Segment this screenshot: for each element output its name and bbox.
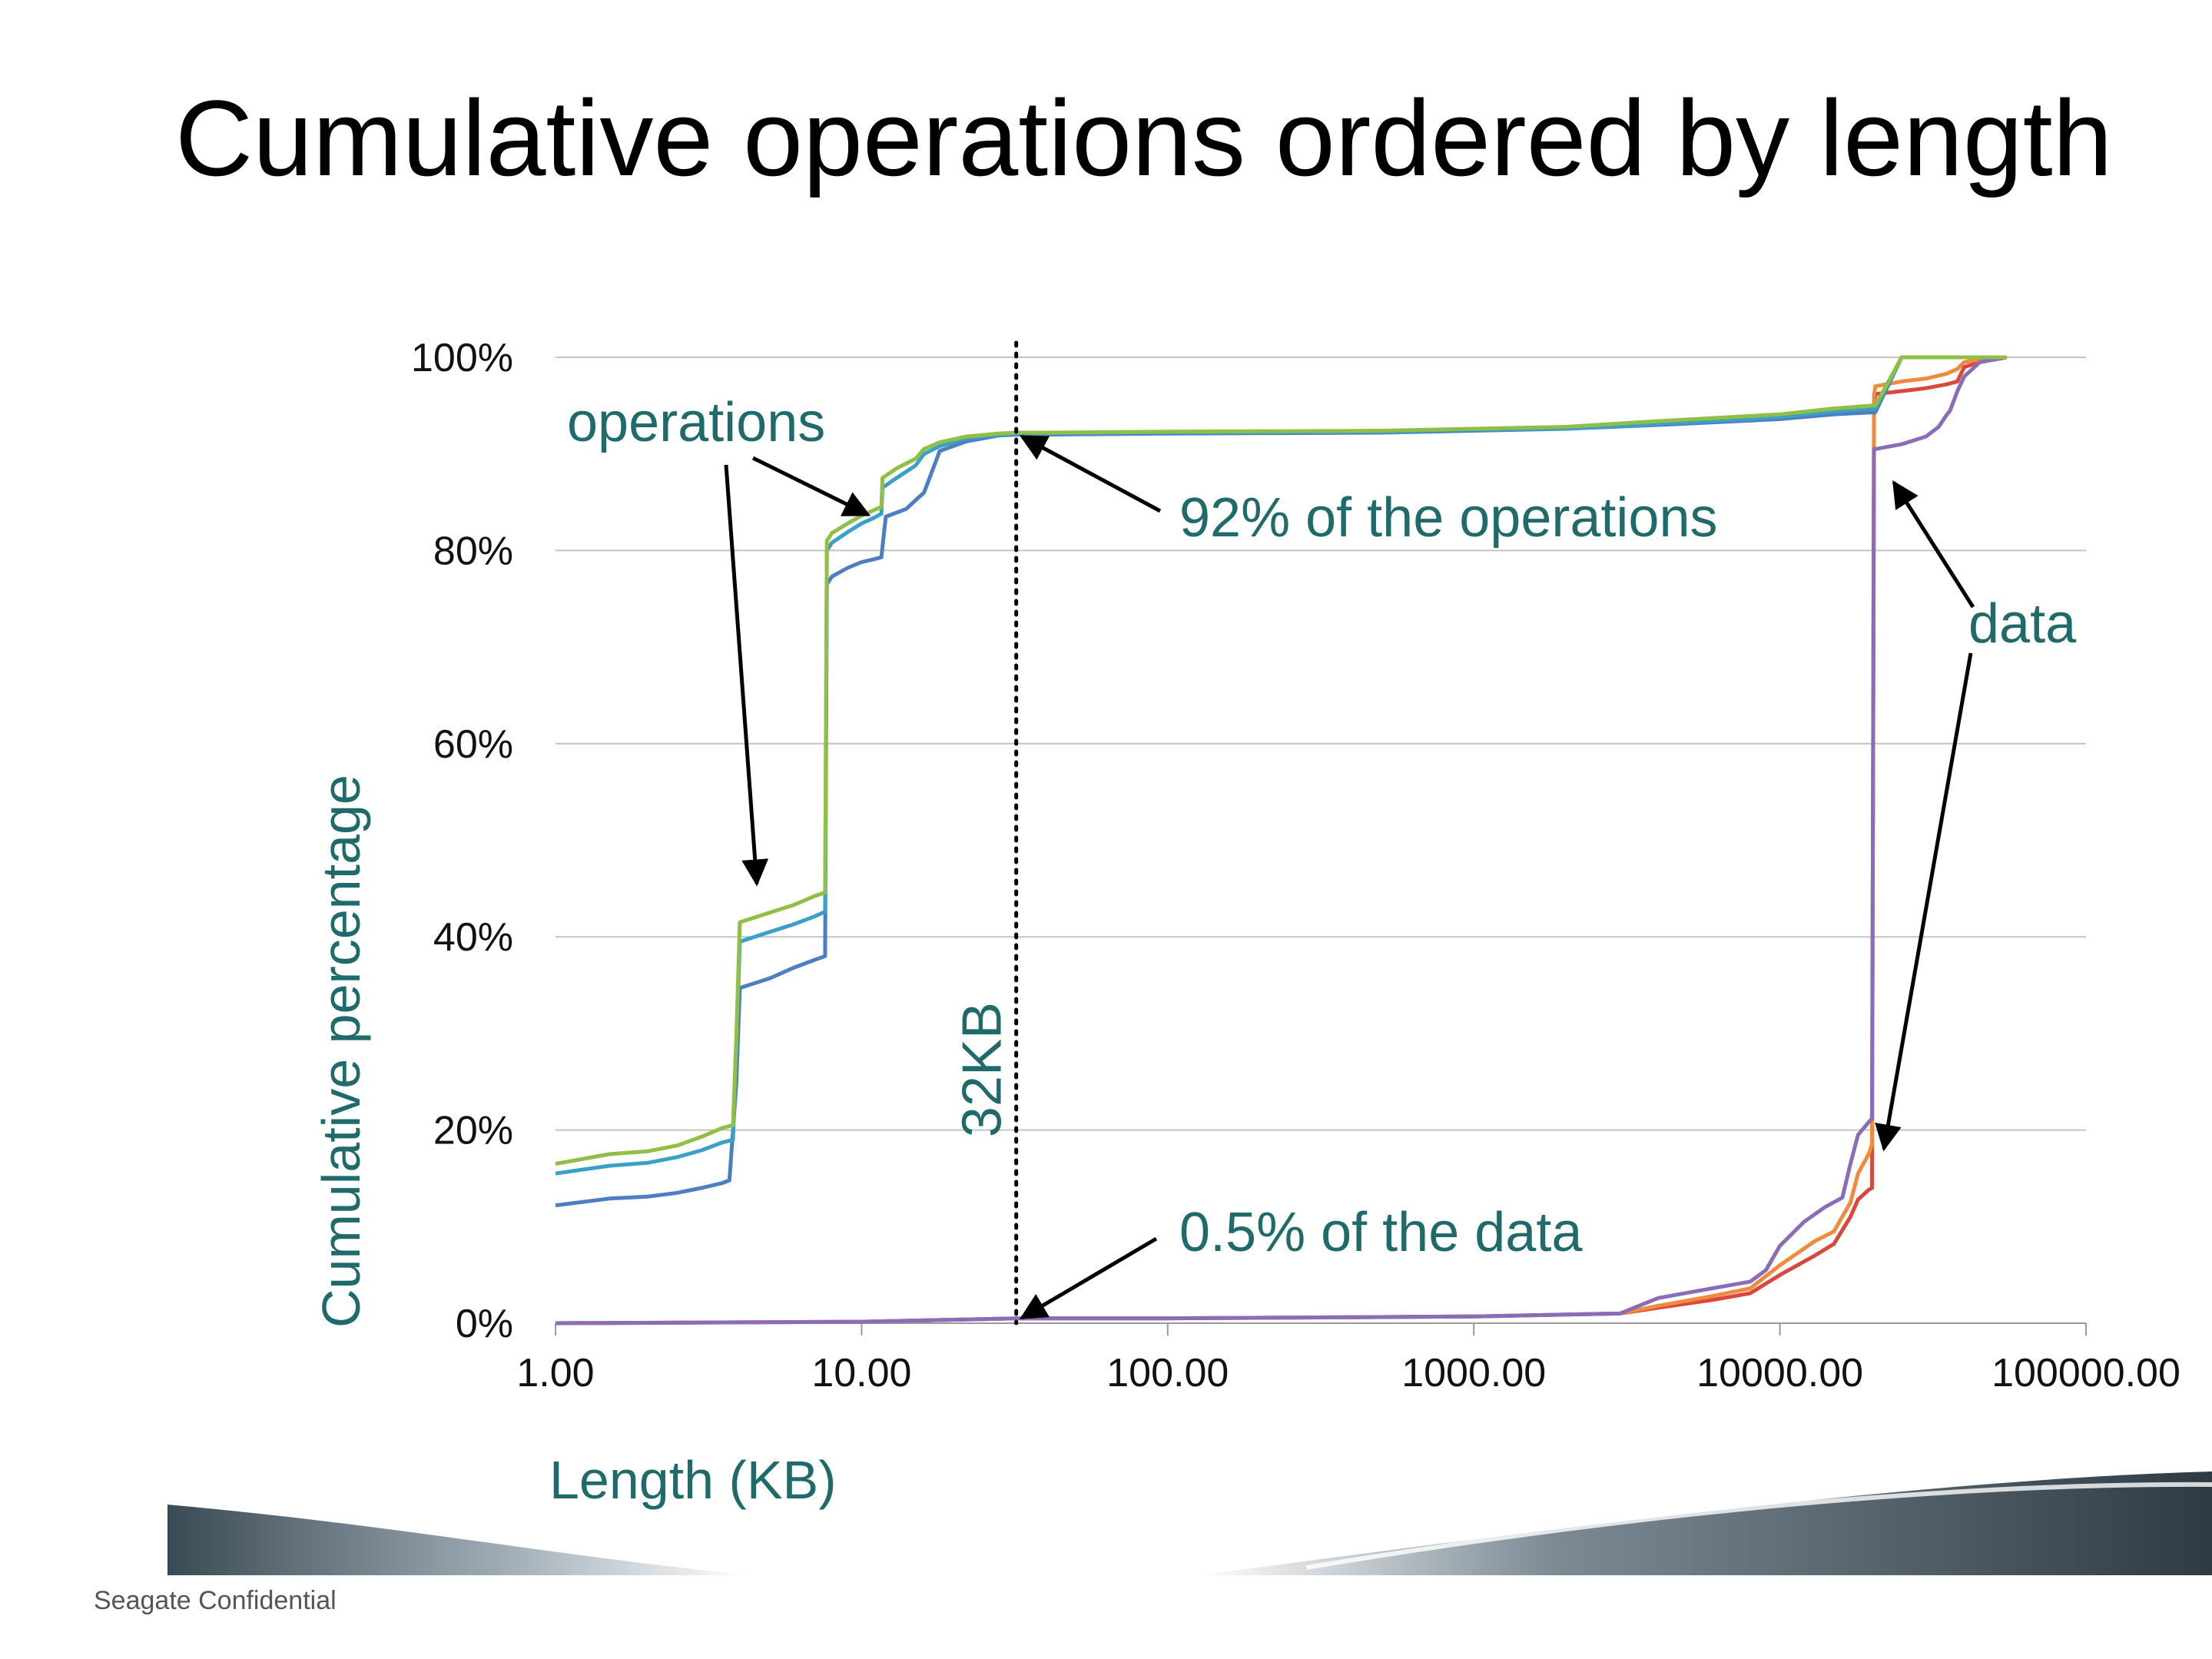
annotation-operations: operations <box>567 392 825 453</box>
annotation-data: data <box>1968 593 2077 655</box>
chart-title: Cumulative operations ordered by length <box>175 78 2113 198</box>
series-layer <box>555 355 2008 1326</box>
x-tick-label: 100000.00 <box>1991 1351 2180 1395</box>
swoosh-left <box>167 1505 753 1575</box>
x-tick-label: 1000.00 <box>1401 1351 1546 1395</box>
y-tick-label: 40% <box>433 915 513 960</box>
series-line-operations <box>555 355 2007 1176</box>
x-tick-label: 1.00 <box>516 1351 594 1395</box>
footer-confidential: Seagate Confidential <box>94 1586 337 1615</box>
annotation-data-pct: 0.5% of the data <box>1179 1202 1583 1263</box>
swoosh-highlight <box>1305 1481 2212 1570</box>
arrow-data-high <box>1892 480 1975 609</box>
series-line-data <box>555 355 2008 1326</box>
arrow-operations-high <box>751 456 871 517</box>
y-tick-label: 80% <box>433 529 513 573</box>
series-line-operations <box>555 355 2007 1166</box>
series-line-operations <box>555 355 2007 1208</box>
arrow-ops-pct <box>1019 434 1162 513</box>
arrow-operations-low <box>724 464 769 887</box>
annotation-ops-pct: 92% of the operations <box>1179 487 1718 549</box>
y-tick-label: 20% <box>433 1109 513 1153</box>
swoosh-right <box>1199 1472 2212 1575</box>
x-tick-label: 10000.00 <box>1696 1351 1863 1395</box>
x-tick-labels: 1.00 10.00 100.00 1000.00 10000.00 100000.00 <box>516 1351 2180 1395</box>
y-tick-label: 60% <box>433 722 513 767</box>
y-tick-labels: 0% 20% 40% 60% 80% 100% <box>411 336 513 1346</box>
x-tick-label: 10.00 <box>811 1351 911 1395</box>
reference-line-label: 32KB <box>952 1002 1013 1137</box>
y-tick-label: 0% <box>456 1302 513 1346</box>
gridlines <box>555 357 2087 1335</box>
x-tick-label: 100.00 <box>1106 1351 1229 1395</box>
arrow-data-pct <box>1019 1236 1158 1320</box>
x-axis-title: Length (KB) <box>549 1450 837 1510</box>
y-axis-title: Cumulative percentage <box>311 775 371 1328</box>
y-tick-label: 100% <box>411 336 513 380</box>
arrow-data-low <box>1875 652 1973 1152</box>
